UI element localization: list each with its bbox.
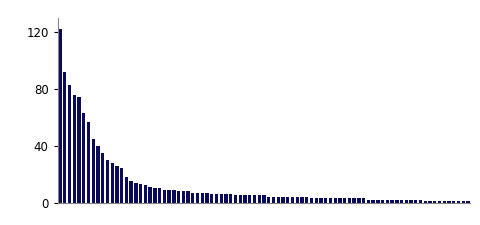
Bar [447,201,451,202]
Bar [291,197,294,202]
Bar [158,188,161,202]
Bar [201,193,204,202]
Bar [272,197,275,202]
Bar [300,197,304,202]
Bar [215,194,218,202]
Bar [220,194,223,202]
Bar [386,200,389,202]
Bar [58,29,61,202]
Bar [433,201,436,202]
Bar [153,188,156,202]
Bar [429,201,432,202]
Bar [196,193,199,202]
Bar [348,198,351,202]
Bar [400,200,403,202]
Bar [148,187,152,202]
Bar [414,200,418,202]
Bar [101,153,104,202]
Bar [367,200,370,202]
Bar [63,72,66,203]
Bar [372,200,375,202]
Bar [205,193,209,202]
Bar [130,181,133,202]
Bar [72,95,76,202]
Bar [343,198,347,202]
Bar [186,191,190,202]
Bar [224,194,228,202]
Bar [253,195,256,203]
Bar [310,198,313,202]
Bar [286,197,289,202]
Bar [462,201,465,202]
Bar [376,200,380,202]
Bar [267,197,270,202]
Bar [120,169,123,202]
Bar [276,197,280,202]
Bar [395,200,398,202]
Bar [144,185,147,202]
Bar [92,139,95,202]
Bar [115,166,119,202]
Bar [110,163,114,202]
Bar [134,183,138,202]
Bar [77,97,81,202]
Bar [177,191,180,202]
Bar [168,190,171,202]
Bar [191,193,194,202]
Bar [87,122,90,202]
Bar [96,146,99,202]
Bar [443,201,446,202]
Bar [229,194,232,202]
Bar [352,198,356,202]
Bar [82,113,85,202]
Bar [68,85,71,202]
Bar [210,194,214,202]
Bar [467,201,470,202]
Bar [106,160,109,202]
Bar [296,197,299,202]
Bar [357,198,360,202]
Bar [424,201,427,202]
Bar [457,201,460,202]
Bar [305,197,308,202]
Bar [263,195,265,203]
Bar [239,195,242,203]
Bar [405,200,408,202]
Bar [409,200,413,202]
Bar [362,198,365,202]
Bar [381,200,384,202]
Bar [243,195,247,203]
Bar [334,198,337,202]
Bar [319,198,323,202]
Bar [338,198,342,202]
Bar [234,195,237,203]
Bar [438,201,441,202]
Bar [139,184,142,202]
Bar [258,195,261,203]
Bar [419,200,422,202]
Bar [452,201,456,202]
Bar [314,198,318,202]
Bar [324,198,327,202]
Bar [281,197,285,202]
Bar [390,200,394,202]
Bar [248,195,252,203]
Bar [172,190,176,202]
Bar [125,177,128,202]
Bar [163,190,166,202]
Bar [181,191,185,202]
Bar [329,198,332,202]
